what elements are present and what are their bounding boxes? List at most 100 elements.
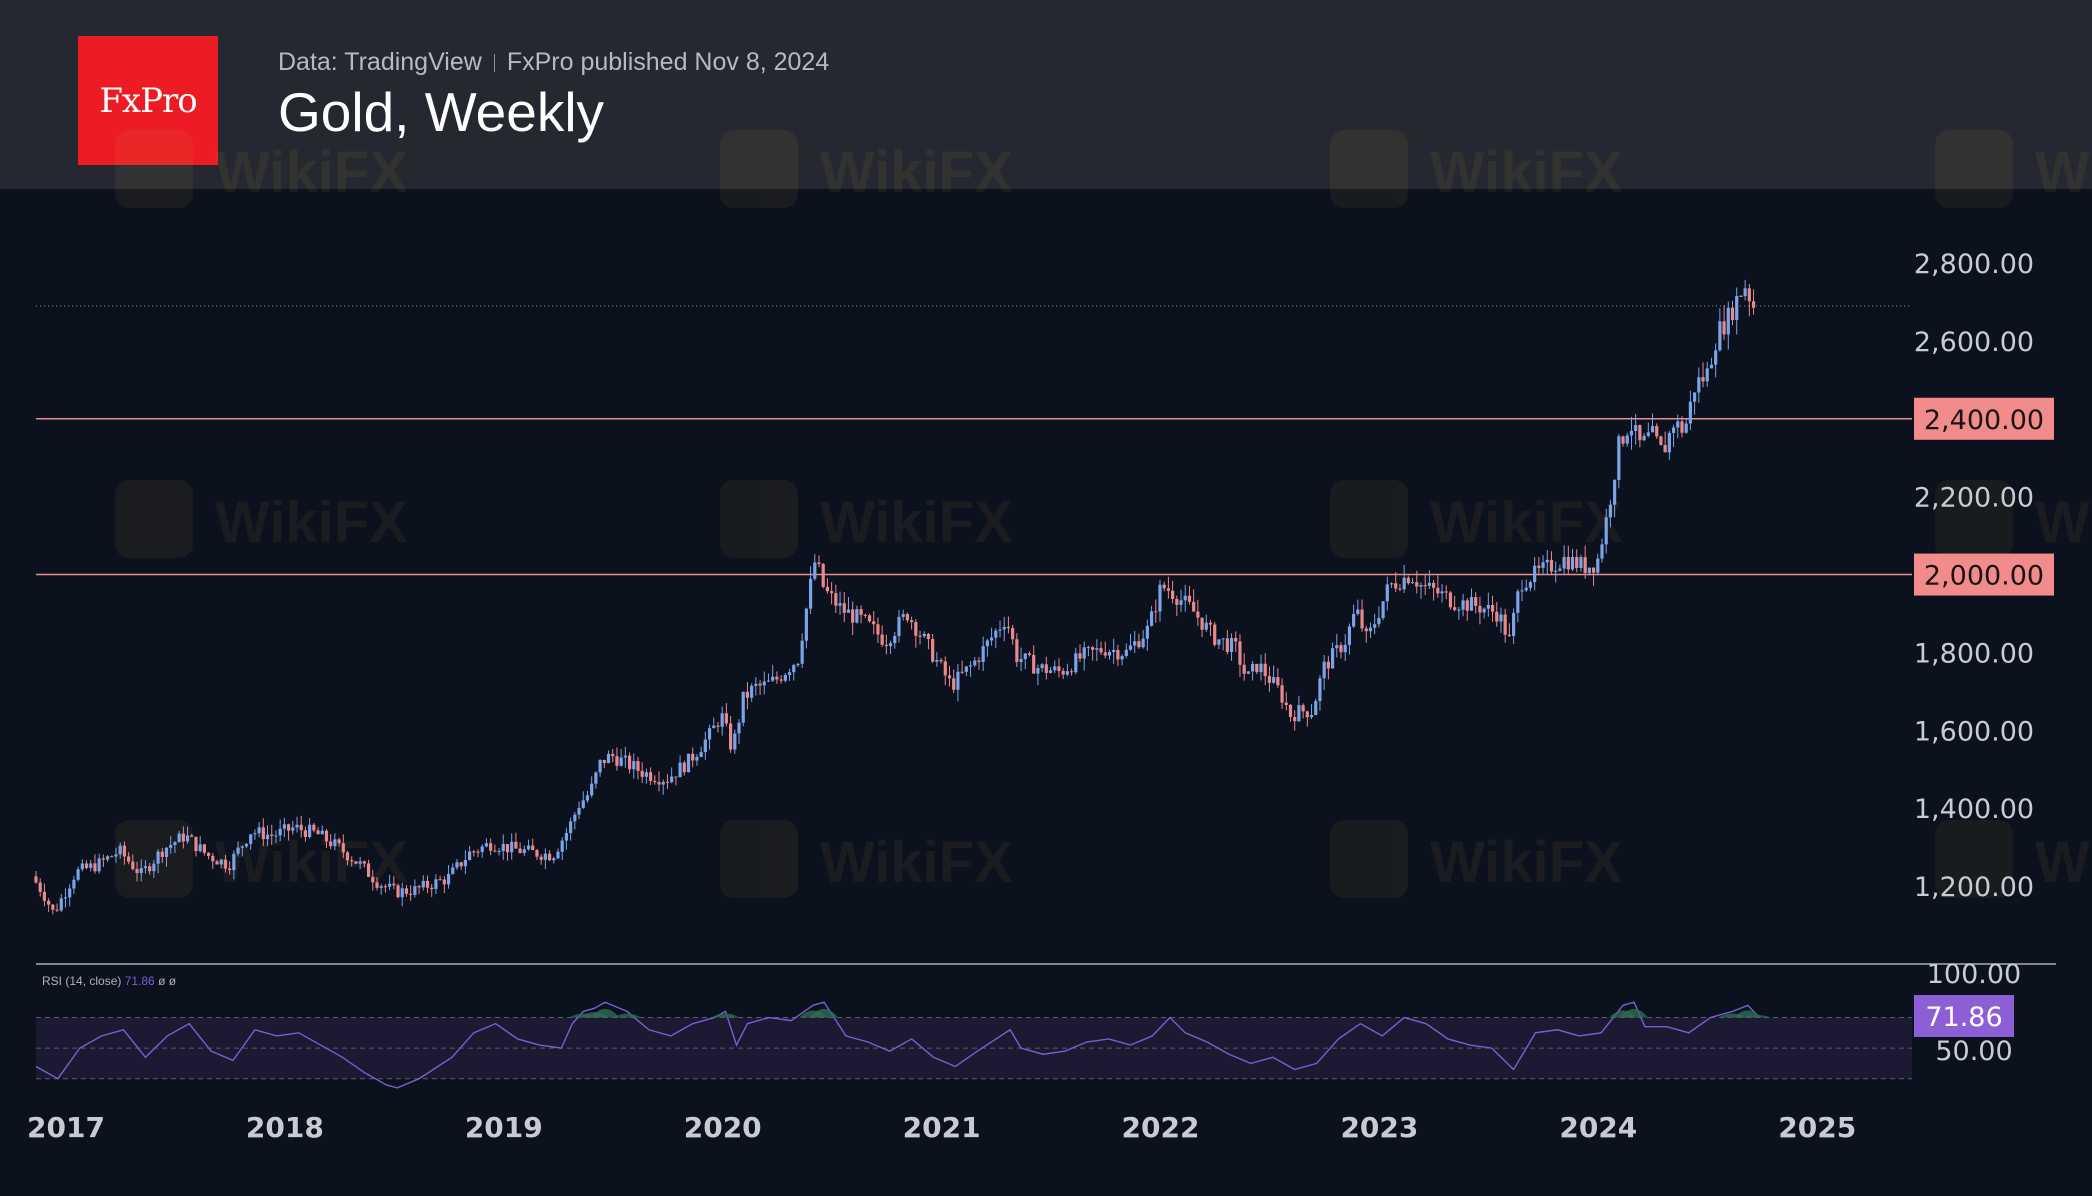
candle-body <box>350 860 354 862</box>
candle-body <box>379 886 383 888</box>
candle-body <box>922 633 926 637</box>
candle-body <box>299 824 303 831</box>
candle-body <box>632 761 636 770</box>
candle-body <box>261 827 265 840</box>
candle-body <box>1709 364 1714 369</box>
candle-body <box>989 637 994 641</box>
candle-body <box>1011 628 1015 640</box>
candle-body <box>1099 648 1103 653</box>
candle-body <box>569 821 573 833</box>
candle-body <box>594 772 598 784</box>
candle-body <box>80 863 84 870</box>
candle-body <box>577 807 581 815</box>
candle-body <box>611 753 615 757</box>
candle-body <box>1524 587 1528 591</box>
candle-body <box>985 640 989 647</box>
candle-body <box>884 644 888 647</box>
candle-body <box>1461 600 1465 610</box>
watermark-icon <box>1935 820 2013 898</box>
candle-body <box>1419 585 1423 587</box>
candle-body <box>665 781 670 783</box>
candle-body <box>1587 567 1591 573</box>
candle-body <box>1061 670 1065 675</box>
candle-body <box>455 862 459 868</box>
x-axis-year-label: 2021 <box>903 1111 981 1144</box>
watermark-text: WikiFX <box>1430 830 1623 895</box>
watermark-text: WikiFX <box>820 830 1013 895</box>
candle-body <box>1638 425 1642 441</box>
candle-body <box>783 674 787 681</box>
candle-body <box>156 851 160 864</box>
candle-body <box>1448 592 1453 608</box>
candle-body <box>1208 622 1213 625</box>
candle-body <box>47 900 51 905</box>
candle-body <box>1057 666 1061 671</box>
level-label: 2,400.00 <box>1924 405 2044 436</box>
candle-body <box>148 866 152 872</box>
candle-body <box>1293 716 1297 722</box>
candle-body <box>1091 647 1095 650</box>
candle-body <box>1718 321 1722 351</box>
candle-body <box>1730 307 1735 320</box>
candle-body <box>1671 427 1676 433</box>
x-axis-year-label: 2019 <box>465 1111 543 1144</box>
candle-body <box>375 882 379 888</box>
candle-body <box>1549 559 1554 572</box>
watermark-icon <box>1330 820 1408 898</box>
candle-body <box>905 614 910 621</box>
candle-body <box>1385 584 1389 602</box>
candle-body <box>354 861 358 864</box>
candle-body <box>1069 671 1074 673</box>
candle-body <box>779 679 783 681</box>
candle-body <box>543 853 547 860</box>
x-axis-year-label: 2023 <box>1340 1111 1418 1144</box>
candle-body <box>649 772 653 781</box>
candle-body <box>539 856 543 860</box>
candle-body <box>1250 663 1255 672</box>
candle-body <box>434 879 438 890</box>
candle-body <box>762 681 766 686</box>
candle-body <box>623 755 627 758</box>
candle-body <box>851 609 855 623</box>
candle-body <box>817 562 821 564</box>
candle-body <box>964 666 968 672</box>
watermark-icon <box>115 130 193 208</box>
candle-body <box>1562 556 1566 569</box>
candle-body <box>1171 590 1175 599</box>
candle-body <box>362 861 366 864</box>
candle-body <box>1705 368 1709 382</box>
candle-body <box>518 848 522 853</box>
candle-body <box>695 756 699 761</box>
candle-body <box>1545 559 1549 563</box>
candle-body <box>771 676 775 681</box>
candle-body <box>1204 622 1208 630</box>
candle-body <box>514 841 518 849</box>
candle-body <box>274 835 278 837</box>
watermark-icon <box>1935 130 2013 208</box>
candle-body <box>388 883 392 887</box>
candle-body <box>1604 517 1608 545</box>
candle-body <box>228 868 232 871</box>
candle-body <box>1495 611 1499 622</box>
candle-body <box>724 713 728 724</box>
candle-body <box>1541 562 1545 568</box>
candle-body <box>1646 432 1650 436</box>
candle-body <box>792 665 796 673</box>
watermark-icon <box>720 130 798 208</box>
candle-body <box>1137 641 1141 648</box>
candle-body <box>1693 392 1697 402</box>
candle-body <box>859 609 863 615</box>
candle-body <box>602 759 606 764</box>
candle-body <box>219 859 223 865</box>
candle-body <box>1246 671 1250 674</box>
candle-body <box>1520 590 1524 592</box>
candle-body <box>1726 307 1730 335</box>
candle-body <box>286 824 291 831</box>
candle-body <box>421 880 425 888</box>
candle-body <box>42 891 47 901</box>
candle-body <box>476 851 480 853</box>
candle-body <box>249 834 253 844</box>
candle-body <box>1297 705 1301 722</box>
candle-body <box>1667 432 1671 453</box>
candle-body <box>766 680 771 682</box>
